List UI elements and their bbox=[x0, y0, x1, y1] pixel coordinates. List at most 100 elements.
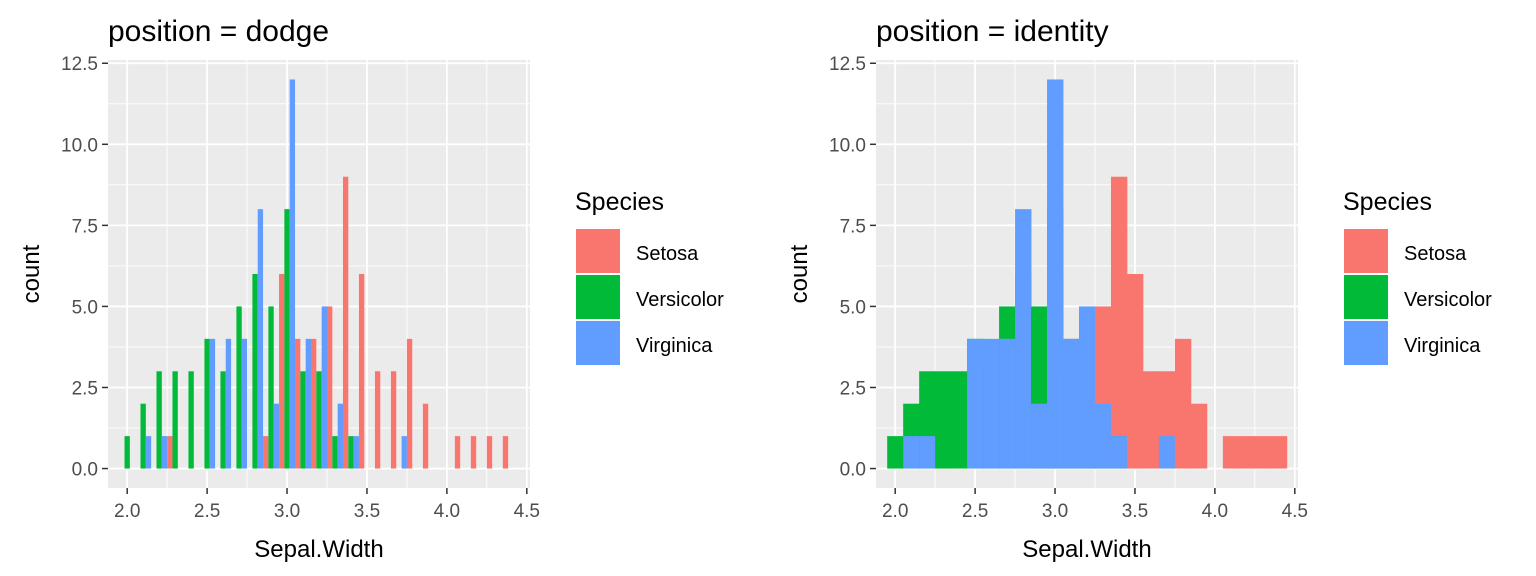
y-tick-label: 0.0 bbox=[72, 460, 98, 481]
bar-versicolor bbox=[951, 371, 968, 469]
x-tick-label: 3.0 bbox=[274, 501, 300, 522]
legend-label-versicolor: Versicolor bbox=[636, 289, 724, 311]
bar-virginica bbox=[257, 209, 264, 469]
bar-virginica bbox=[1079, 306, 1096, 469]
x-tick-label: 4.0 bbox=[1202, 501, 1228, 522]
bar-setosa bbox=[295, 338, 301, 469]
bar-versicolor bbox=[124, 436, 130, 469]
x-tick-label: 3.5 bbox=[354, 501, 380, 522]
bar-setosa bbox=[1270, 436, 1288, 469]
bar-virginica bbox=[161, 436, 168, 469]
bar-versicolor bbox=[268, 306, 274, 469]
legend-label-virginica: Virginica bbox=[1404, 335, 1481, 357]
x-tick-label: 3.5 bbox=[1122, 501, 1148, 522]
y-tick-label: 2.5 bbox=[840, 378, 866, 399]
y-tick-label: 12.5 bbox=[829, 54, 866, 75]
chart-title: position = dodge bbox=[108, 15, 329, 48]
y-tick-label: 10.0 bbox=[829, 135, 866, 156]
bar-versicolor bbox=[220, 371, 226, 469]
gridlines bbox=[108, 60, 530, 488]
bar-setosa bbox=[1254, 436, 1272, 469]
x-tick-label: 4.5 bbox=[514, 501, 540, 522]
bar-virginica bbox=[983, 338, 1000, 469]
bar-virginica bbox=[401, 436, 407, 469]
legend-label-versicolor: Versicolor bbox=[1404, 289, 1492, 311]
bar-virginica bbox=[305, 338, 312, 469]
bar-versicolor bbox=[140, 403, 146, 469]
bar-virginica bbox=[1063, 338, 1080, 469]
legend-keys bbox=[1344, 229, 1388, 365]
legend-title: Species bbox=[575, 188, 664, 216]
legend: Species Setosa Versicolor Virginica bbox=[575, 188, 724, 365]
bar-setosa bbox=[502, 436, 509, 469]
bar-virginica bbox=[1094, 403, 1112, 469]
bar-setosa bbox=[1142, 371, 1160, 469]
bar-virginica bbox=[999, 338, 1016, 469]
legend-key-setosa bbox=[1344, 229, 1388, 273]
y-tick-label: 12.5 bbox=[61, 54, 98, 75]
bar-setosa bbox=[486, 436, 493, 469]
bar-virginica bbox=[967, 338, 984, 469]
bar-virginica bbox=[337, 403, 343, 469]
bar-versicolor bbox=[332, 436, 338, 469]
bar-virginica bbox=[353, 436, 359, 469]
bar-virginica bbox=[1015, 209, 1032, 469]
legend-key-versicolor bbox=[1344, 275, 1388, 319]
bar-virginica bbox=[225, 338, 232, 469]
bar-setosa bbox=[1222, 436, 1240, 469]
legend-key-versicolor bbox=[576, 275, 620, 319]
bar-versicolor bbox=[252, 274, 258, 469]
legend-key-virginica bbox=[576, 321, 620, 365]
y-tick-label: 7.5 bbox=[840, 216, 866, 237]
bar-setosa bbox=[1126, 274, 1144, 469]
bar-versicolor bbox=[935, 371, 952, 469]
bar-setosa bbox=[1238, 436, 1256, 469]
bar-virginica bbox=[1110, 436, 1128, 469]
legend-label-setosa: Setosa bbox=[1404, 243, 1467, 265]
bar-setosa bbox=[326, 306, 333, 469]
chart-identity: position = identity 2.0 2.5 3.0 3.5 4.0 4.5 0.… bbox=[786, 15, 1492, 563]
legend-key-setosa bbox=[576, 229, 620, 273]
bar-setosa bbox=[167, 436, 173, 469]
y-axis-label: count bbox=[786, 244, 813, 303]
bar-versicolor bbox=[887, 436, 904, 469]
y-tick-label: 2.5 bbox=[72, 378, 98, 399]
bar-virginica bbox=[919, 436, 936, 469]
x-tick-label: 2.0 bbox=[882, 501, 908, 522]
bar-setosa bbox=[406, 338, 413, 469]
bar-virginica bbox=[273, 403, 280, 469]
x-tick-label: 4.5 bbox=[1282, 501, 1308, 522]
x-tick-label: 2.0 bbox=[114, 501, 140, 522]
bar-setosa bbox=[1110, 176, 1128, 469]
y-tick-label: 5.0 bbox=[840, 297, 866, 318]
bar-setosa bbox=[1190, 403, 1208, 469]
bar-versicolor bbox=[204, 338, 210, 469]
bar-versicolor bbox=[236, 306, 242, 469]
legend-keys bbox=[576, 229, 620, 365]
legend-label-virginica: Virginica bbox=[636, 335, 713, 357]
bar-versicolor bbox=[156, 371, 162, 469]
bar-setosa bbox=[311, 338, 317, 469]
bar-virginica bbox=[1031, 403, 1048, 469]
bar-versicolor bbox=[172, 371, 178, 469]
y-tick-label: 0.0 bbox=[840, 460, 866, 481]
bars bbox=[124, 79, 509, 469]
bar-setosa bbox=[374, 371, 381, 469]
y-tick-label: 5.0 bbox=[72, 297, 98, 318]
bar-versicolor bbox=[316, 371, 322, 469]
chart-title: position = identity bbox=[876, 15, 1109, 48]
legend: Species Setosa Versicolor Virginica bbox=[1343, 188, 1492, 365]
bar-setosa bbox=[470, 436, 477, 469]
bar-setosa bbox=[422, 403, 429, 469]
bar-virginica bbox=[321, 306, 327, 469]
legend-label-setosa: Setosa bbox=[636, 243, 699, 265]
bar-virginica bbox=[903, 436, 920, 469]
bar-versicolor bbox=[300, 371, 306, 469]
bar-versicolor bbox=[284, 209, 290, 469]
bar-versicolor bbox=[188, 371, 194, 469]
bar-versicolor bbox=[348, 436, 354, 469]
legend-title: Species bbox=[1343, 188, 1432, 216]
bar-setosa bbox=[358, 274, 365, 469]
bar-virginica bbox=[289, 79, 296, 469]
